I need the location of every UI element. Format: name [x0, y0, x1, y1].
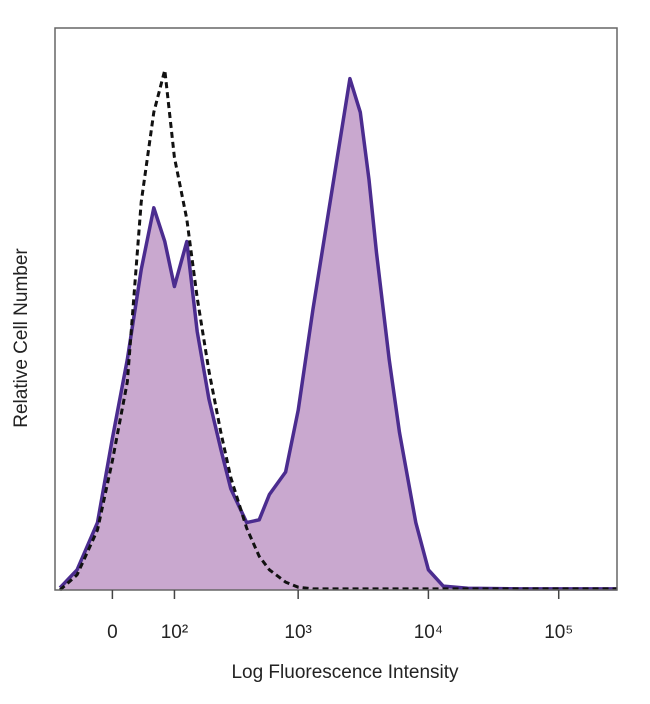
x-tick-label: 10⁵: [544, 622, 573, 643]
plot-frame: [54, 27, 618, 591]
histogram-fill: [59, 78, 618, 590]
histogram-line: [58, 76, 617, 591]
x-axis-label: Log Fluorescence Intensity: [231, 662, 459, 683]
histogram-dashed-line: [59, 68, 617, 592]
x-tick-label: 10³: [284, 622, 311, 643]
x-tick-label: 0: [107, 622, 118, 643]
y-axis-label: Relative Cell Number: [11, 248, 32, 428]
x-tick-label: 10²: [161, 622, 188, 643]
x-tick-label: 10⁴: [414, 622, 443, 643]
